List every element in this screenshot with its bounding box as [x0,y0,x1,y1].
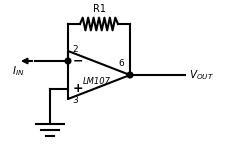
Circle shape [65,58,71,64]
Text: $V_{OUT}$: $V_{OUT}$ [189,68,214,82]
Text: 2: 2 [72,45,78,54]
Text: 6: 6 [118,59,124,68]
Text: R1: R1 [92,4,106,14]
Text: 3: 3 [72,96,78,105]
Text: $I_{IN}$: $I_{IN}$ [12,64,24,78]
Text: −: − [73,55,83,68]
Text: +: + [73,83,83,96]
Circle shape [127,72,133,78]
Text: LM107: LM107 [83,76,111,86]
